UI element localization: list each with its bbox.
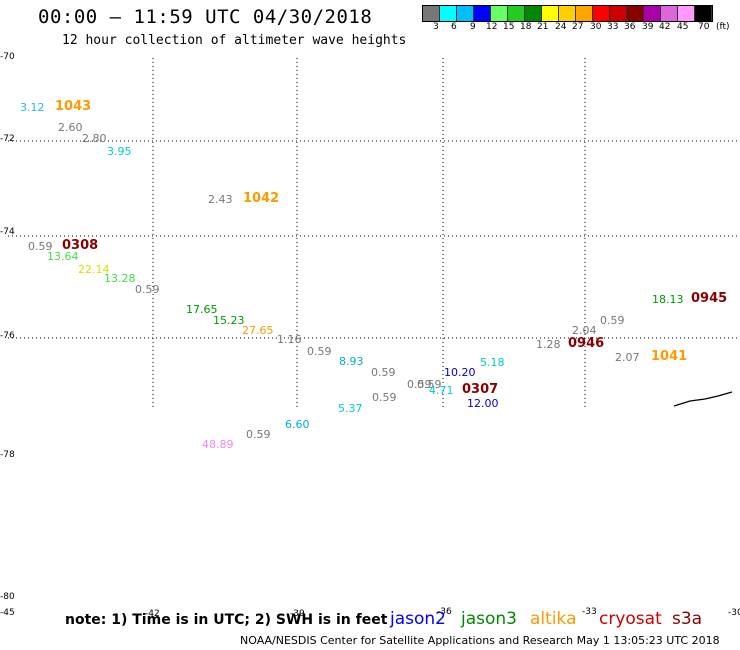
color-swatch [508,6,525,21]
latitude-label: -78 [0,450,15,460]
wave-height-label: 2.07 [615,351,640,364]
color-swatch [559,6,576,21]
color-swatch [610,6,627,21]
color-swatch [542,6,559,21]
color-scale-label: 21 [537,22,549,32]
wave-height-label: 15.23 [213,314,245,327]
color-swatch [491,6,508,21]
wave-height-label: 8.93 [339,355,364,368]
wave-height-label: 3.12 [20,101,45,114]
color-scale-label: 18 [520,22,532,32]
latitude-label: -72 [0,134,15,144]
wave-height-label: 10.20 [444,366,476,379]
color-scale-label: 15 [503,22,515,32]
color-swatch [457,6,474,21]
latitude-label: -74 [0,227,15,237]
color-scale-label: 27 [572,22,584,32]
footnote: note: 1) Time is in UTC; 2) SWH is in fe… [65,612,388,628]
wave-height-label: 2.43 [208,193,233,206]
wave-height-label: 1.28 [536,338,561,351]
wave-height-label: 12.00 [467,397,499,410]
latitude-label: -70 [0,52,15,62]
color-scale-label: 39 [642,22,654,32]
wave-height-label: 0.59 [372,391,397,404]
longitude-label: -39 [290,609,305,619]
wave-height-label: 4.71 [429,384,454,397]
pass-time-label: 0307 [462,382,499,397]
color-scale-label: 6 [451,22,457,32]
wave-height-label: 2.04 [572,324,597,337]
wave-height-label: 0.59 [417,378,442,391]
wave-height-label: 48.89 [202,438,234,451]
color-swatch [525,6,542,21]
color-swatch [576,6,593,21]
longitude-label: -42 [145,609,160,619]
pass-time-label: 0308 [62,238,99,253]
color-swatch [644,6,661,21]
page-title: 00:00 – 11:59 UTC 04/30/2018 [38,6,373,28]
color-scale-label: 36 [624,22,636,32]
color-scale-label: 3 [433,22,439,32]
latitude-label: -76 [0,331,15,341]
color-swatch [627,6,644,21]
color-swatch [678,6,695,21]
color-swatch [440,6,457,21]
wave-height-label: 17.65 [186,303,218,316]
wave-height-label: 13.64 [47,250,79,263]
color-scale-label: 24 [555,22,567,32]
color-scale-label: (ft) [716,22,730,32]
wave-height-label: 22.14 [78,263,110,276]
longitude-label: -30 [728,608,740,618]
credit-line: NOAA/NESDIS Center for Satellite Applica… [240,634,720,647]
wave-height-label: 6.60 [285,418,310,431]
wave-height-label: 0.59 [135,283,160,296]
coastline [673,391,733,407]
wave-height-label: 2.80 [82,132,107,145]
wave-height-label: 0.59 [246,428,271,441]
color-scale-label: 42 [659,22,671,32]
wave-height-label: 0.59 [307,345,332,358]
pass-time-label: 0945 [691,291,728,306]
longitude-label: -33 [582,607,597,617]
wave-height-label: 5.37 [338,402,363,415]
color-scale-label: 12 [486,22,498,32]
color-scale-label: 70 [698,22,710,32]
color-scale-label: 45 [677,22,689,32]
color-swatch [474,6,491,21]
color-swatch [695,6,712,21]
satellite-legend-item: jason2 [390,609,446,629]
color-scale-bar [422,5,713,22]
wave-height-label: 3.95 [107,145,132,158]
wave-height-label: 13.28 [104,272,136,285]
wave-height-label: 1.16 [277,333,302,346]
wave-height-label: 18.13 [652,293,684,306]
color-swatch [423,6,440,21]
pass-time-label: 1043 [55,99,92,114]
pass-time-label: 0946 [568,336,605,351]
color-scale-label: 33 [607,22,619,32]
color-scale-label: 9 [470,22,476,32]
color-swatch [661,6,678,21]
page-subtitle: 12 hour collection of altimeter wave hei… [62,33,407,48]
longitude-label: -36 [437,607,452,617]
wave-height-label: 0.59 [407,378,432,391]
wave-height-label: 0.59 [371,366,396,379]
wave-height-label: 5.18 [480,356,505,369]
color-swatch [593,6,610,21]
satellite-legend-item: jason3 [461,609,517,629]
satellite-legend-item: s3a [672,609,703,629]
wave-height-label: 0.59 [600,314,625,327]
wave-height-label: 2.60 [58,121,83,134]
satellite-legend-item: cryosat [599,609,662,629]
satellite-legend-item: altika [530,609,577,629]
pass-time-label: 1041 [651,349,688,364]
latitude-label: -80 [0,592,15,602]
pass-time-label: 1042 [243,191,280,206]
color-scale-label: 30 [590,22,602,32]
wave-height-label: 0.59 [28,240,53,253]
wave-height-label: 27.65 [242,324,274,337]
longitude-label: -45 [0,608,15,618]
